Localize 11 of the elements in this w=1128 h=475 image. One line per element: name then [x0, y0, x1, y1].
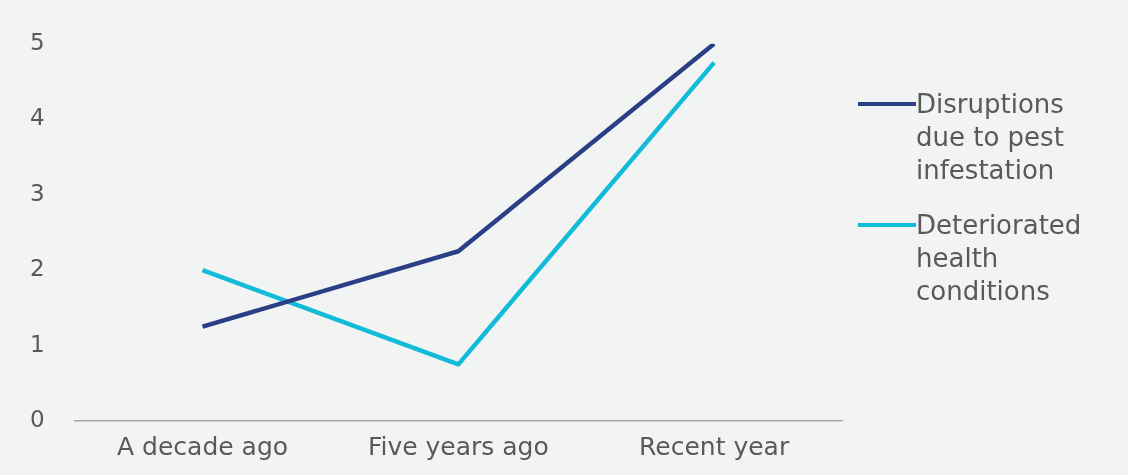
- y-tick-label: 2: [29, 255, 45, 282]
- y-tick-label: 5: [29, 28, 45, 55]
- x-tick-label: Five years ago: [367, 431, 549, 461]
- y-tick-label: 0: [29, 405, 45, 432]
- y-tick-label: 4: [29, 104, 45, 131]
- x-tick-label: Recent year: [639, 431, 790, 461]
- legend-label: Deteriorated health conditions: [916, 209, 1083, 308]
- y-tick-label: 1: [29, 330, 45, 357]
- x-tick-label: A decade ago: [117, 431, 289, 461]
- legend-label: Disruptions due to pest infestation: [916, 88, 1065, 187]
- y-tick-label: 3: [29, 179, 45, 206]
